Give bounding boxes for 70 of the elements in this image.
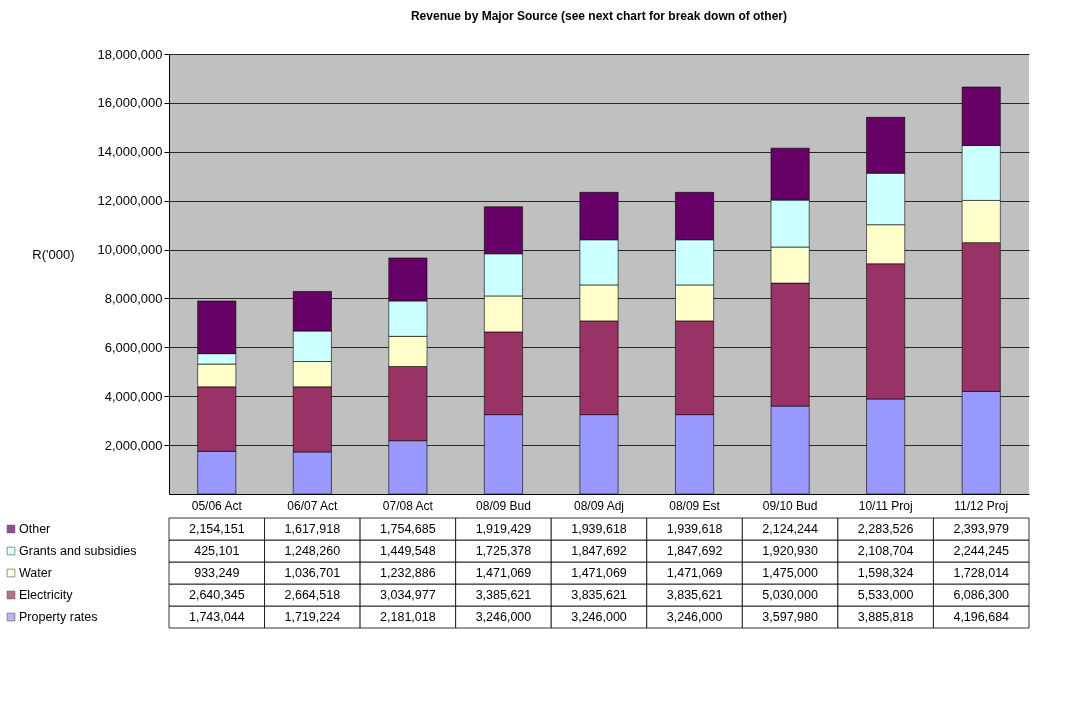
y-tick-label: 4,000,000 — [104, 388, 163, 404]
x-tick-label: 10/11 Proj — [858, 498, 913, 513]
data-label: 2,181,018 — [380, 610, 436, 624]
data-label: 1,939,618 — [666, 522, 723, 536]
data-label: 1,743,044 — [188, 610, 245, 624]
x-tick-label: 09/10 Bud — [762, 498, 818, 513]
data-label: 5,030,000 — [762, 588, 818, 602]
x-tick-label: 07/08 Act — [382, 498, 434, 513]
data-label: 3,597,980 — [762, 610, 818, 624]
legend-label: Electricity — [19, 588, 74, 602]
data-label: 2,124,244 — [762, 522, 818, 536]
y-tick-label: 12,000,000 — [97, 193, 163, 209]
legend-label: Grants and subsidies — [19, 544, 137, 558]
data-label: 2,108,704 — [857, 544, 914, 558]
x-tick-label: 08/09 Est — [669, 498, 721, 513]
data-label: 1,475,000 — [762, 566, 818, 580]
data-label: 1,232,886 — [380, 566, 436, 580]
data-label: 2,393,979 — [953, 522, 1010, 536]
data-label: 1,449,548 — [380, 544, 436, 558]
data-label: 1,617,918 — [284, 522, 341, 536]
y-tick-label: 8,000,000 — [104, 290, 163, 306]
data-label: 2,640,345 — [188, 588, 245, 602]
x-tick-label: 06/07 Act — [287, 498, 339, 513]
y-tick-label: 18,000,000 — [97, 46, 163, 62]
data-label: 3,885,818 — [857, 610, 914, 624]
y-tick-label: 2,000,000 — [104, 437, 163, 453]
data-label: 1,719,224 — [284, 610, 341, 624]
data-label: 1,725,378 — [475, 544, 532, 558]
data-label: 1,919,429 — [475, 522, 532, 536]
data-label: 1,939,618 — [571, 522, 627, 536]
data-label: 4,196,684 — [953, 610, 1010, 624]
data-label: 1,728,014 — [953, 566, 1010, 580]
data-label: 3,385,621 — [475, 588, 532, 602]
data-label: 2,664,518 — [284, 588, 341, 602]
data-label: 3,246,000 — [666, 610, 723, 624]
data-label: 2,154,151 — [188, 522, 245, 536]
y-tick-label: 6,000,000 — [104, 339, 163, 355]
data-label: 3,835,621 — [666, 588, 723, 602]
data-label: 1,471,069 — [571, 566, 627, 580]
legend-label: Water — [19, 566, 52, 580]
x-tick-label: 08/09 Adj — [573, 498, 625, 513]
legend-label: Other — [19, 522, 51, 536]
data-label: 1,598,324 — [857, 566, 914, 580]
data-label: 1,920,930 — [762, 544, 818, 558]
y-tick-label: 16,000,000 — [97, 95, 163, 111]
data-label: 1,471,069 — [475, 566, 532, 580]
chart-title: Revenue by Major Source (see next chart for break down of other) — [410, 9, 788, 23]
y-tick-label: 10,000,000 — [97, 242, 163, 258]
data-label: 5,533,000 — [857, 588, 914, 602]
data-label: 1,754,685 — [380, 522, 436, 536]
y-axis-title: R('000) — [32, 246, 75, 262]
data-label: 1,036,701 — [284, 566, 341, 580]
data-label: 1,248,260 — [284, 544, 341, 558]
data-label: 1,847,692 — [571, 544, 627, 558]
data-label: 3,246,000 — [475, 610, 532, 624]
data-label: 2,244,245 — [953, 544, 1010, 558]
legend-label: Property rates — [19, 610, 98, 624]
x-tick-label: 05/06 Act — [191, 498, 243, 513]
data-label: 425,101 — [194, 544, 240, 558]
data-label: 3,246,000 — [571, 610, 627, 624]
data-label: 1,847,692 — [666, 544, 723, 558]
data-label: 1,471,069 — [666, 566, 723, 580]
y-tick-label: 14,000,000 — [97, 144, 163, 160]
x-tick-label: 08/09 Bud — [476, 498, 531, 513]
data-label: 933,249 — [194, 566, 240, 580]
data-label: 3,034,977 — [380, 588, 436, 602]
data-label: 2,283,526 — [857, 522, 914, 536]
x-tick-label: 11/12 Proj — [954, 498, 1009, 513]
data-label: 6,086,300 — [953, 588, 1010, 602]
data-label: 3,835,621 — [571, 588, 627, 602]
